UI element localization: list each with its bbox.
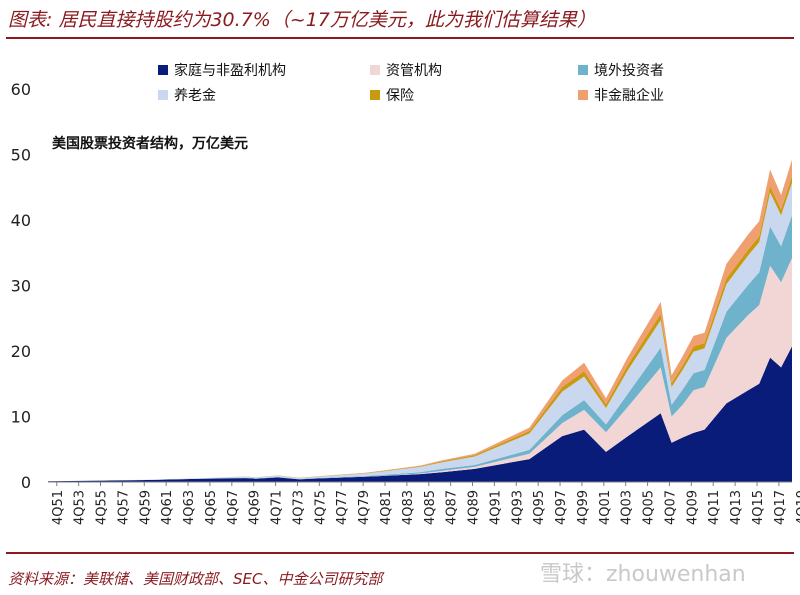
x-tick-label: 4Q75 — [313, 490, 328, 525]
x-tick-label: 4Q79 — [357, 490, 372, 525]
x-tick-label: 4Q07 — [663, 490, 678, 525]
legend-swatch — [158, 65, 168, 75]
legend-item-6: 非金融企业 — [578, 85, 664, 105]
legend-item-2: 资管机构 — [370, 60, 442, 80]
legend-label: 资管机构 — [386, 63, 442, 79]
x-tick-label: 4Q91 — [488, 490, 503, 525]
legend-swatch — [578, 90, 588, 100]
x-tick-label: 4Q05 — [642, 490, 657, 525]
x-tick-label: 4Q83 — [401, 490, 416, 525]
y-tick-label: 30 — [11, 277, 31, 296]
x-tick-label: 4Q15 — [751, 490, 766, 525]
x-tick-label: 4Q03 — [620, 490, 635, 525]
x-tick-label: 4Q13 — [729, 490, 744, 525]
x-tick-label: 4Q69 — [248, 490, 263, 525]
y-tick-label: 20 — [11, 342, 31, 361]
axes: 0 10 20 30 40 50 60 4Q51 4Q53 4Q55 4Q57 4Q59 4Q61 4Q6… — [11, 80, 800, 525]
area-series-6 — [48, 159, 792, 482]
x-tick-label: 4Q81 — [379, 490, 394, 525]
x-tick-label: 4Q51 — [51, 490, 66, 525]
x-tick-label: 4Q59 — [138, 490, 153, 525]
area-series-5 — [48, 176, 792, 482]
source-note: 资料来源：美联储、美国财政部、SEC、中金公司研究部 — [8, 570, 383, 588]
x-tick-label: 4Q77 — [335, 490, 350, 525]
x-tick-label: 4Q63 — [182, 490, 197, 525]
y-tick-label: 40 — [11, 211, 31, 230]
x-tick-label: 4Q93 — [510, 490, 525, 525]
legend-item-3: 境外投资者 — [578, 60, 664, 80]
x-tick-label: 4Q11 — [707, 490, 722, 525]
x-tick-label: 4Q99 — [576, 490, 591, 525]
x-tick-label: 4Q87 — [445, 490, 460, 525]
y-tick-label: 0 — [21, 473, 31, 492]
x-tick-label: 4Q55 — [95, 490, 110, 525]
x-tick-label: 4Q19 — [795, 490, 800, 525]
x-tick-label: 4Q71 — [270, 490, 285, 525]
y-tick-label: 60 — [11, 80, 31, 99]
area-layers — [48, 159, 792, 482]
legend-swatch — [158, 90, 168, 100]
bottom-rule — [6, 552, 794, 554]
x-tick-label: 4Q73 — [291, 490, 306, 525]
x-tick-label: 4Q97 — [554, 490, 569, 525]
y-tick-label: 10 — [11, 408, 31, 427]
legend-label: 非金融企业 — [594, 88, 664, 104]
x-tick-label: 4Q17 — [773, 490, 788, 525]
x-tick-label: 4Q09 — [685, 490, 700, 525]
x-tick-label: 4Q01 — [598, 490, 613, 525]
legend-label: 境外投资者 — [594, 63, 664, 79]
x-tick-label: 4Q57 — [116, 490, 131, 525]
x-tick-label: 4Q53 — [73, 490, 88, 525]
legend-swatch — [370, 90, 380, 100]
x-tick-label: 4Q65 — [204, 490, 219, 525]
legend-item-1: 家庭与非盈利机构 — [158, 60, 286, 80]
page-title: 图表: 居民直接持股约为30.7%（~17万亿美元，此为我们估算结果） — [8, 9, 596, 31]
x-tick-label: 4Q67 — [226, 490, 241, 525]
area-series-1 — [48, 346, 792, 482]
y-tick-label: 50 — [11, 146, 31, 165]
x-tick-label: 4Q95 — [532, 490, 547, 525]
chart-annotation: 美国股票投资者结构，万亿美元 — [52, 136, 248, 152]
legend-label: 保险 — [386, 88, 414, 104]
x-tick-label: 4Q89 — [467, 490, 482, 525]
watermark: 雪球：zhouwenhan — [540, 562, 746, 587]
stacked-area-chart: 0 10 20 30 40 50 60 4Q51 4Q53 4Q55 4Q57 4Q59 4Q61 4Q6… — [11, 80, 800, 525]
top-rule — [6, 37, 794, 39]
legend-item-4: 养老金 — [158, 85, 216, 105]
legend-item-5: 保险 — [370, 85, 414, 105]
x-tick-label: 4Q85 — [423, 490, 438, 525]
legend-swatch — [370, 65, 380, 75]
legend-label: 养老金 — [174, 88, 216, 104]
x-tick-label: 4Q61 — [160, 490, 175, 525]
legend-swatch — [578, 65, 588, 75]
legend-label: 家庭与非盈利机构 — [174, 63, 286, 79]
